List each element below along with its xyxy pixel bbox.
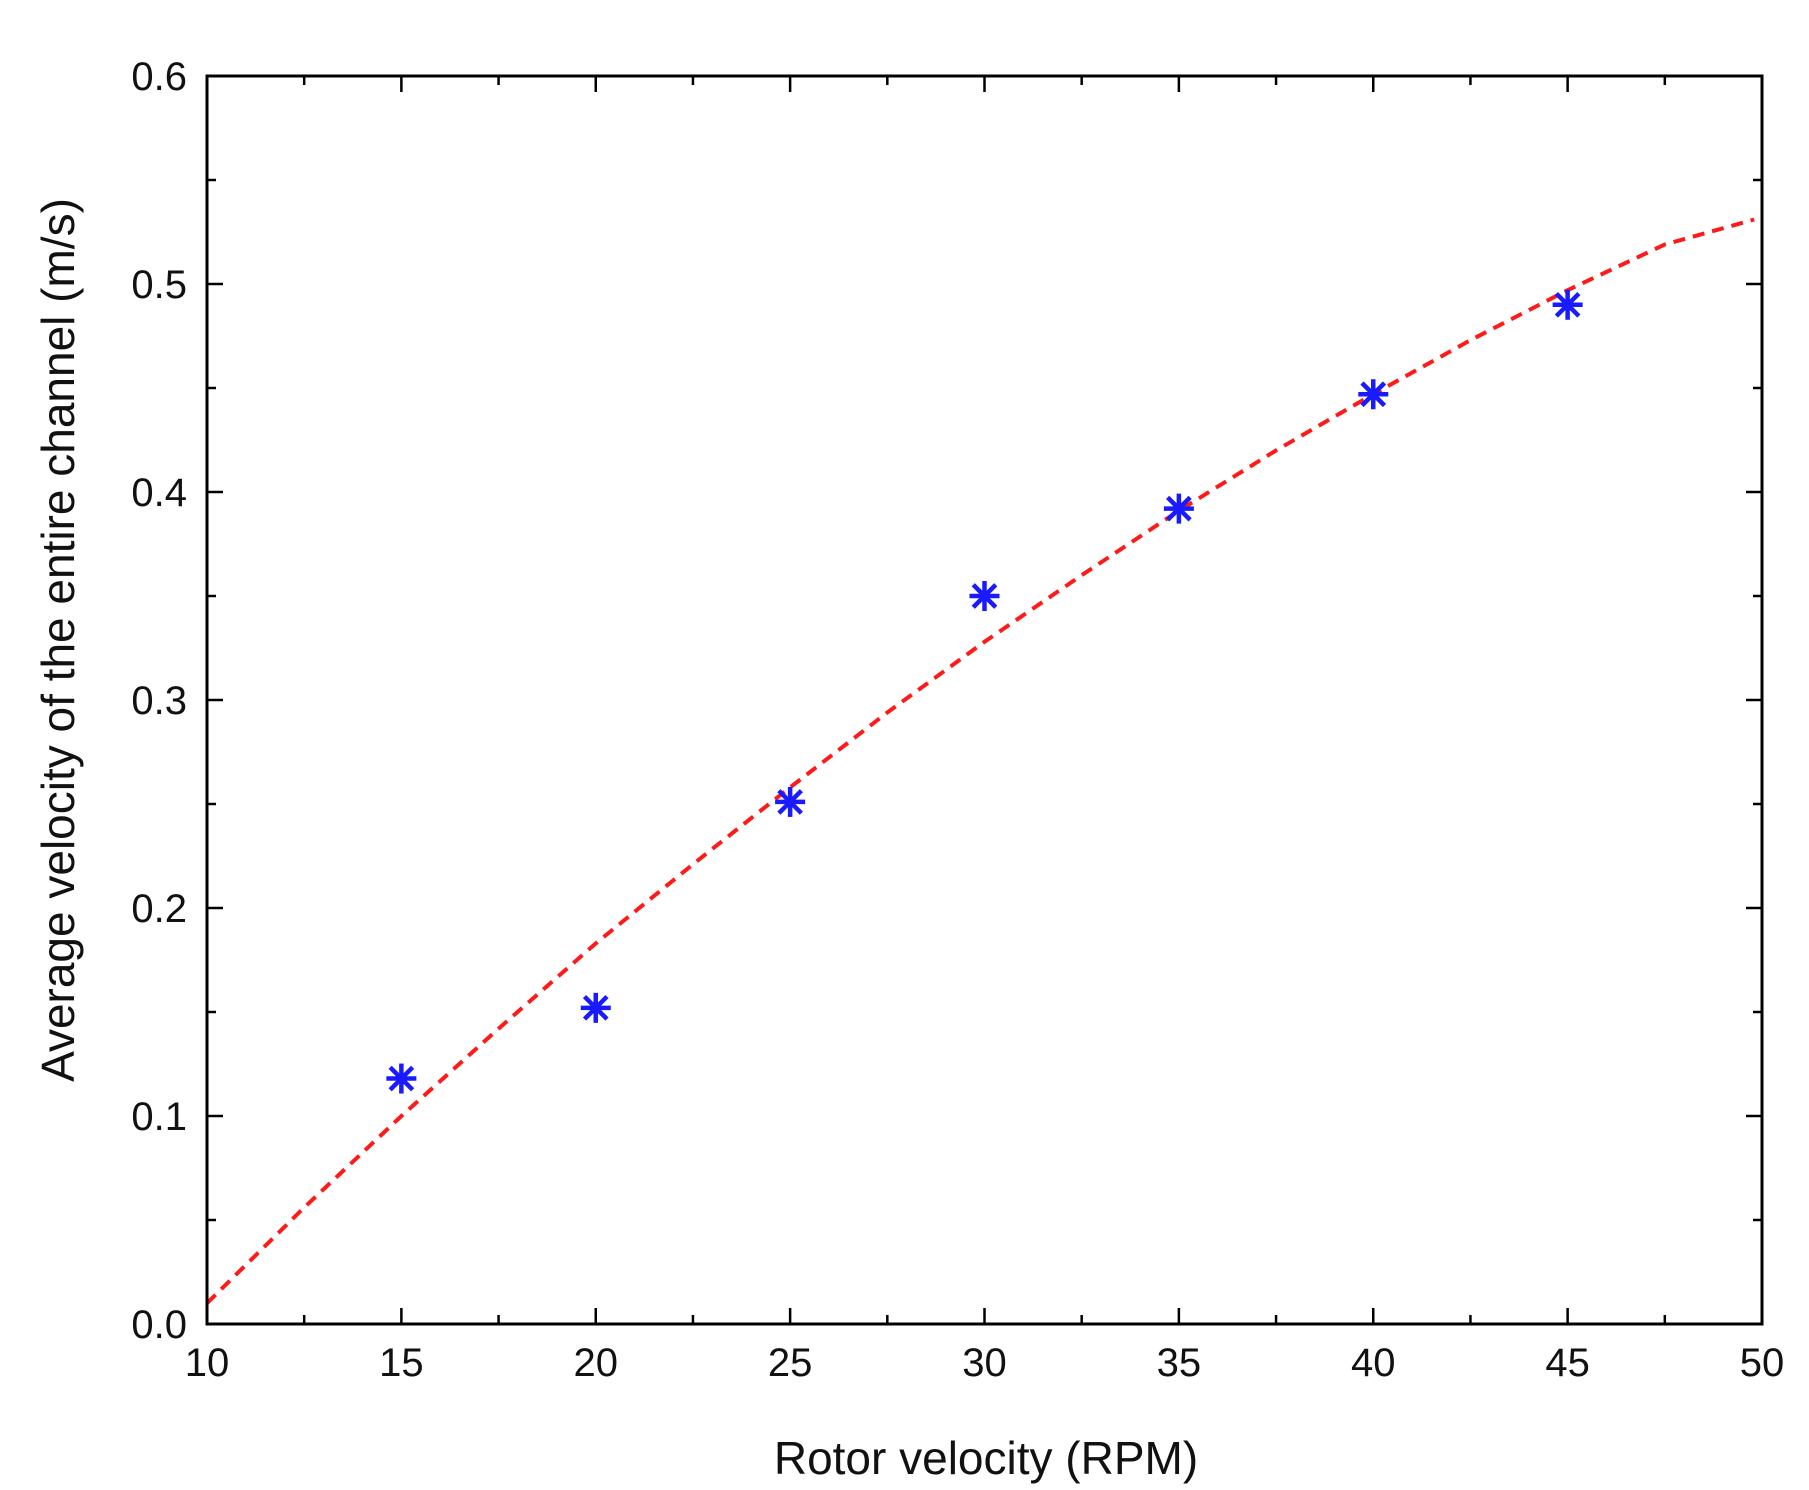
y-tick-label: 0.4 xyxy=(131,471,187,515)
tick-layer xyxy=(205,74,1764,1326)
y-tick-label: 0.6 xyxy=(131,55,187,99)
plot-frame xyxy=(205,74,1764,1326)
data-point xyxy=(969,581,1000,611)
y-tick-label: 0.5 xyxy=(131,263,187,307)
x-tick-label: 35 xyxy=(1157,1341,1202,1385)
tick-label-layer: 10 15 20 25 30 35 40 45 50 0.0 0.1 0.2 0.3 0.4 0.5 0.6 xyxy=(131,55,1784,1385)
marker-layer xyxy=(386,289,1583,1094)
fit-curve xyxy=(205,217,1755,1305)
x-tick-label: 50 xyxy=(1740,1341,1785,1385)
x-tick-label: 10 xyxy=(185,1341,230,1385)
x-axis-label: Rotor velocity (RPM) xyxy=(774,1432,1198,1484)
y-axis-label: Average velocity of the entire channel (… xyxy=(32,198,84,1082)
data-point xyxy=(1552,289,1583,320)
data-point xyxy=(580,992,611,1023)
y-tick-label: 0.3 xyxy=(131,679,187,723)
fit-layer xyxy=(205,217,1755,1305)
data-point xyxy=(775,786,806,817)
data-point xyxy=(1163,493,1194,524)
x-tick-label: 15 xyxy=(379,1341,424,1385)
y-tick-label: 0.2 xyxy=(131,887,187,931)
x-tick-label: 45 xyxy=(1545,1341,1590,1385)
y-tick-label: 0.1 xyxy=(131,1095,187,1139)
x-tick-label: 40 xyxy=(1351,1341,1396,1385)
y-tick-label: 0.0 xyxy=(131,1303,187,1347)
x-tick-label: 25 xyxy=(768,1341,813,1385)
data-point xyxy=(1358,379,1389,410)
x-tick-label: 20 xyxy=(574,1341,619,1385)
x-tick-label: 30 xyxy=(962,1341,1007,1385)
data-point xyxy=(386,1063,417,1094)
